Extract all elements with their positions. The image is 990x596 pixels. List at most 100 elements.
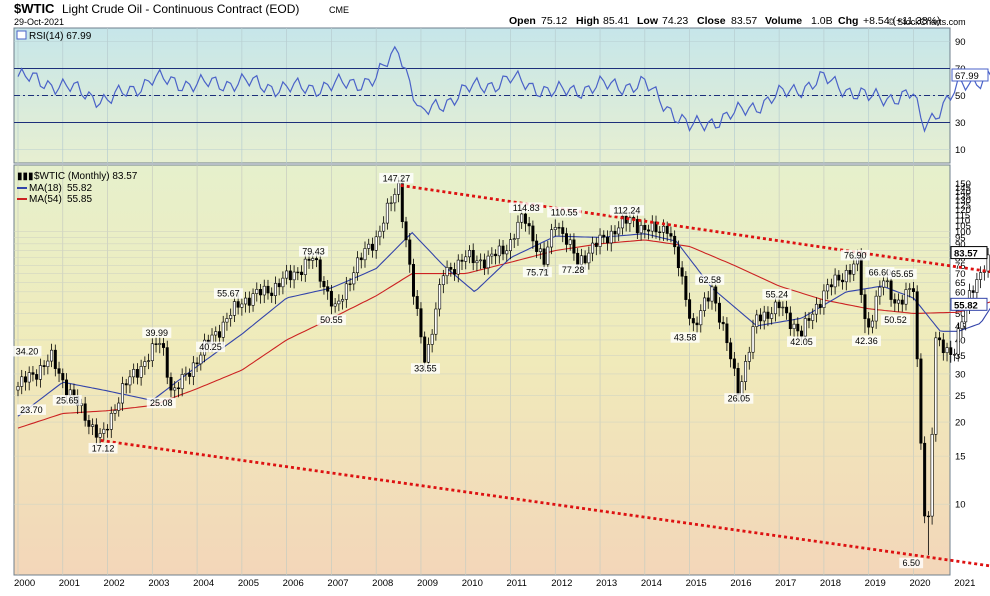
price-bar-body	[165, 347, 169, 378]
price-bar-body	[814, 303, 818, 315]
price-bar-body	[109, 413, 113, 430]
price-bar-body	[971, 290, 975, 293]
price-bar-body	[132, 369, 136, 378]
price-bar-body	[755, 314, 759, 327]
price-bar-body	[542, 248, 546, 265]
price-bar-body	[113, 410, 117, 414]
y-tick-label: 150	[955, 179, 971, 190]
price-bar-body	[322, 281, 326, 287]
y-tick-label: 45	[955, 321, 966, 332]
price-bar-body	[262, 285, 266, 296]
price-bar-body	[747, 351, 751, 362]
price-bar-body	[673, 235, 677, 248]
price-bar-body	[124, 383, 128, 386]
x-tick-label: 2010	[462, 578, 483, 589]
price-bar-body	[620, 215, 624, 229]
price-bar-body	[654, 221, 658, 233]
price-annotation: 39.99	[146, 328, 169, 338]
rsi-tick-label: 50	[955, 91, 966, 102]
price-bar-body	[647, 229, 651, 232]
price-bar-body	[173, 387, 177, 391]
price-bar-body	[378, 230, 382, 238]
price-bar-body	[341, 299, 345, 302]
price-bar-body	[453, 269, 457, 275]
ma18-legend-value: 55.82	[67, 183, 92, 194]
x-tick-label: 2008	[372, 578, 393, 589]
price-bar-body	[419, 308, 423, 338]
price-bar-body	[949, 347, 953, 355]
price-bar-body	[273, 283, 277, 296]
price-bar-body	[863, 294, 867, 319]
price-bar-body	[68, 389, 72, 396]
price-bar-body	[557, 227, 561, 229]
x-tick-label: 2002	[104, 578, 125, 589]
price-bar-body	[285, 270, 289, 279]
price-annotation: 114.83	[513, 203, 540, 213]
price-bar-body	[423, 336, 427, 363]
price-bar-body	[352, 272, 356, 285]
price-bar-body	[882, 280, 886, 288]
price-bar-body	[714, 286, 718, 304]
y-tick-label: 90	[955, 239, 966, 250]
annotation-box	[410, 363, 440, 374]
price-bar-body	[703, 297, 707, 311]
price-bars	[16, 176, 990, 556]
exchange: CME	[329, 5, 349, 15]
price-bar-body	[191, 362, 195, 377]
price-bar-body	[411, 264, 415, 297]
price-bar-body	[535, 240, 539, 252]
price-bar-body	[938, 337, 942, 341]
rsi-tick-label: 90	[955, 37, 966, 48]
chart-header: $WTIC Light Crude Oil - Continuous Contr…	[14, 1, 966, 27]
x-tick-label: 2003	[148, 578, 169, 589]
price-bar-body	[441, 275, 445, 285]
price-bar-body	[367, 243, 371, 249]
y-tick-label: 115	[955, 210, 970, 221]
price-bar-body	[512, 238, 516, 240]
x-tick-label: 2016	[730, 578, 751, 589]
y-tick-label: 60	[955, 287, 966, 298]
axis-value-box	[950, 297, 988, 311]
price-bar-body	[120, 383, 124, 404]
price-bar-body	[885, 280, 889, 282]
price-bar-body	[240, 303, 244, 308]
price-bar-body	[893, 299, 897, 304]
rsi-tick-label: 10	[955, 145, 966, 156]
price-annotation: 147.27	[383, 173, 411, 183]
price-bar-body	[16, 386, 20, 391]
x-tick-label: 2021	[954, 578, 975, 589]
price-bar-body	[729, 342, 733, 360]
open-value: 75.12	[541, 15, 567, 27]
annotation-box	[670, 332, 700, 343]
price-bar-body	[135, 369, 139, 378]
price-bar-body	[867, 318, 871, 328]
price-bar-body	[363, 248, 367, 261]
price-annotation: 65.65	[891, 269, 914, 279]
y-tick-label: 95	[955, 233, 966, 244]
price-bar-body	[583, 255, 587, 264]
x-tick-label: 2013	[596, 578, 617, 589]
price-bar-body	[788, 312, 792, 330]
rsi-last-value: 67.99	[955, 71, 979, 82]
price-bar-body	[318, 259, 322, 282]
price-bar-body	[773, 301, 777, 315]
rsi-legend-swatch	[16, 30, 27, 40]
price-bar-body	[751, 326, 755, 353]
price-bar-body	[706, 297, 710, 302]
price-bar-body	[594, 242, 598, 247]
price-bar-body	[232, 301, 236, 316]
low-label: Low	[637, 15, 659, 27]
price-bar-body	[314, 258, 318, 261]
x-tick-label: 2004	[193, 578, 214, 589]
price-bar-body	[505, 250, 509, 255]
price-bar-body	[546, 246, 550, 265]
annotation-box	[762, 289, 792, 300]
annotation-box	[88, 442, 118, 454]
price-bar-body	[762, 311, 766, 322]
price-bar-body	[195, 362, 199, 365]
price-annotation: 17.12	[92, 443, 115, 453]
price-bar-body	[404, 221, 408, 241]
price-bar-body	[31, 372, 35, 375]
price-bar-body	[550, 229, 554, 248]
